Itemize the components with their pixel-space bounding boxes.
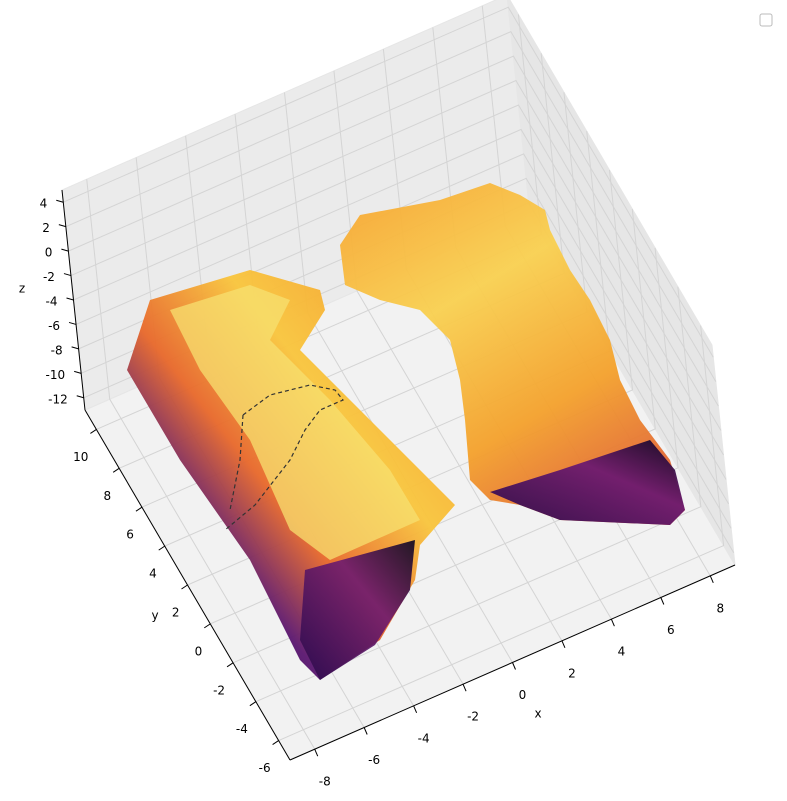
x-tick <box>462 683 467 692</box>
x-tick-label: 6 <box>667 623 675 637</box>
grid-line <box>255 286 702 703</box>
grid-line <box>86 179 316 750</box>
z-tick <box>68 321 77 325</box>
y-tick-label: 0 <box>195 644 203 658</box>
x-tick-label: -2 <box>467 710 479 724</box>
x-tick-label: 0 <box>519 688 527 702</box>
y-tick-label: -6 <box>259 761 271 775</box>
z-tick <box>76 395 84 399</box>
x-tick <box>363 727 368 735</box>
surface-right-base <box>490 440 685 525</box>
y-axis-line <box>84 409 291 761</box>
surface-left-ridge <box>170 285 420 560</box>
grid-line <box>70 79 722 431</box>
y-tick-label: 10 <box>73 450 88 464</box>
dashed-curve <box>224 384 344 531</box>
x-axis-line <box>289 564 736 761</box>
y-tick-label: 8 <box>104 489 112 503</box>
grid-line <box>65 31 717 382</box>
x-tick <box>413 705 418 714</box>
y-tick <box>272 740 279 745</box>
y-tick <box>112 467 120 473</box>
x-tick <box>660 597 665 605</box>
z-tick-label: -8 <box>51 343 63 357</box>
grid-line <box>278 325 725 742</box>
grid-line <box>73 104 724 456</box>
z-tick <box>74 370 82 374</box>
grid-line <box>75 128 727 480</box>
y-axis-label: y <box>151 609 158 623</box>
z-tick <box>61 248 69 252</box>
y-tick-label: -2 <box>213 683 225 697</box>
axes: -8 -6 -4 -2 0 2 4 6 8 -6 -4 -2 0 2 4 6 8 10 -12 -10 -8 -6 -4 -2… <box>19 189 736 789</box>
grid-line <box>333 70 563 642</box>
x-tick-label: -4 <box>418 731 430 745</box>
z-tick-label: 0 <box>45 246 53 260</box>
x-tick <box>709 575 714 584</box>
z-tick <box>66 297 74 301</box>
z-axis-line <box>61 189 86 411</box>
z-tick-label: -2 <box>43 270 55 284</box>
x-tick <box>314 748 319 757</box>
surface-right <box>340 183 685 525</box>
x-tick-label: 2 <box>568 666 576 680</box>
y-tick <box>249 701 257 707</box>
legend-box <box>759 13 773 27</box>
z-tick <box>71 346 79 350</box>
surface <box>127 183 685 680</box>
z-tick-label: -6 <box>48 319 60 333</box>
x-tick <box>610 618 615 627</box>
y-tick-label: 6 <box>126 528 134 542</box>
grid-line <box>63 6 714 358</box>
x-tick-label: 8 <box>716 601 724 615</box>
y-tick-label: 2 <box>172 606 180 620</box>
z-tick-label: -4 <box>46 295 58 309</box>
z-axis-label: z <box>19 282 25 296</box>
y-tick <box>181 584 188 590</box>
x-tick-label: 4 <box>618 645 626 659</box>
y-tick <box>135 506 143 512</box>
y-tick-label: -4 <box>236 722 248 736</box>
y-tick <box>204 623 211 629</box>
surface-left-base <box>300 540 415 680</box>
z-tick-label: 2 <box>42 221 50 235</box>
z-tick <box>58 224 66 228</box>
x-tick <box>512 662 516 670</box>
y-tick <box>90 429 97 434</box>
y-tick <box>226 662 234 668</box>
grid-line <box>68 55 719 407</box>
z-tick-label: 4 <box>40 197 48 211</box>
y-tick-label: 4 <box>149 567 157 581</box>
x-tick-label: -8 <box>319 775 331 789</box>
x-tick <box>561 640 566 649</box>
z-tick-label: -10 <box>46 368 66 382</box>
y-tick <box>158 545 165 551</box>
z-tick <box>56 199 64 203</box>
x-tick-label: -6 <box>368 753 380 767</box>
z-tick <box>63 273 72 277</box>
x-axis-label: x <box>534 707 541 721</box>
z-tick-label: -12 <box>48 392 68 406</box>
